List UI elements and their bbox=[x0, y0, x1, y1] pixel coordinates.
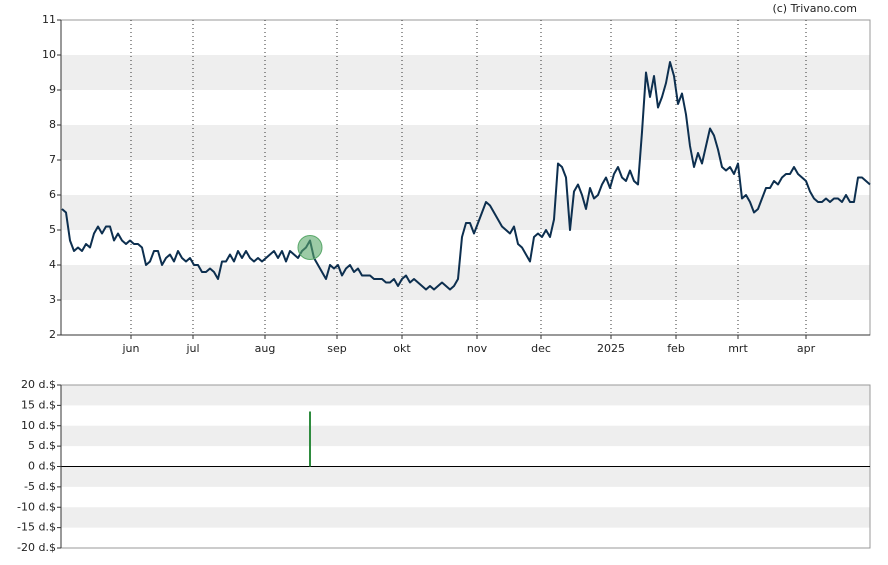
x-tick-label: 2025 bbox=[597, 342, 625, 355]
band bbox=[61, 425, 870, 447]
x-tick-label: okt bbox=[393, 342, 411, 355]
x-tick-label: jul bbox=[185, 342, 199, 355]
y-tick-label: 9 bbox=[49, 83, 56, 96]
y-tick-label: 10 bbox=[42, 48, 56, 61]
y-tick-label: 3 bbox=[49, 293, 56, 306]
y-tick-label: 0 d.$ bbox=[28, 460, 56, 473]
band bbox=[61, 125, 870, 160]
band bbox=[61, 55, 870, 90]
y-tick-label: -15 d.$ bbox=[17, 521, 56, 534]
y-tick-label: 15 d.$ bbox=[21, 398, 56, 411]
y-tick-label: 10 d.$ bbox=[21, 419, 56, 432]
y-tick-label: 4 bbox=[49, 258, 56, 271]
y-tick-label: 20 d.$ bbox=[21, 378, 56, 391]
x-tick-label: nov bbox=[467, 342, 488, 355]
band bbox=[61, 507, 870, 528]
x-tick-label: jun bbox=[122, 342, 140, 355]
y-tick-label: 8 bbox=[49, 118, 56, 131]
x-tick-label: aug bbox=[255, 342, 276, 355]
y-tick-label: 6 bbox=[49, 188, 56, 201]
y-tick-label: -10 d.$ bbox=[17, 500, 56, 513]
band bbox=[61, 265, 870, 300]
highlight-marker bbox=[297, 235, 323, 260]
price-line bbox=[61, 61, 871, 291]
x-tick-label: dec bbox=[531, 342, 551, 355]
y-tick-label: -20 d.$ bbox=[17, 541, 56, 554]
x-tick-label: sep bbox=[327, 342, 346, 355]
y-tick-label: 2 bbox=[49, 328, 56, 341]
source: (c) Trivano.com bbox=[772, 2, 857, 15]
y-tick-label: -5 d.$ bbox=[24, 480, 56, 493]
x-tick-label: apr bbox=[797, 342, 816, 355]
x-tick-label: mrt bbox=[728, 342, 748, 355]
band bbox=[61, 385, 870, 406]
y-tick-label: 7 bbox=[49, 153, 56, 166]
band bbox=[61, 466, 870, 487]
y-tick-label: 5 bbox=[49, 223, 56, 236]
x-tick-label: feb bbox=[667, 342, 685, 355]
y-tick-label: 5 d.$ bbox=[28, 439, 56, 452]
y-tick-label: 11 bbox=[42, 13, 56, 26]
